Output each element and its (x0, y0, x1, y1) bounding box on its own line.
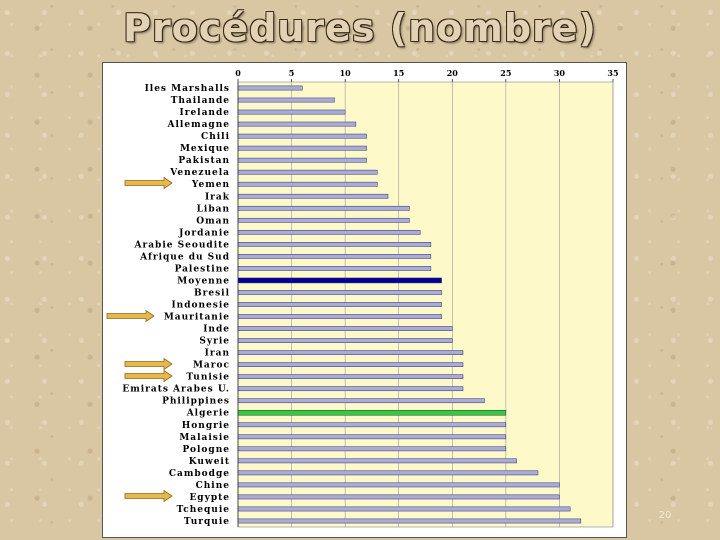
category-label: Yemen (191, 180, 230, 190)
x-tick-label: 5 (289, 68, 295, 78)
pointer-arrow-icon (124, 489, 173, 502)
bar (237, 409, 507, 416)
category-label: Pologne (182, 445, 230, 455)
x-tick-label: 10 (340, 68, 352, 78)
arrow-shape (124, 369, 173, 382)
category-label: Indonesie (171, 301, 230, 311)
bar (237, 362, 464, 367)
category-label: Irelande (180, 108, 231, 118)
bar (237, 193, 389, 199)
category-label: Afrique du Sud (139, 252, 230, 262)
x-tick-label: 35 (607, 68, 618, 78)
bar (237, 302, 442, 307)
bar (237, 326, 453, 331)
category-label: Malaisie (179, 433, 230, 443)
category-label: Iran (205, 349, 230, 359)
category-label: Cambodge (169, 469, 230, 479)
x-tick-label: 0 (235, 68, 241, 78)
slide-title: Procédures (nombre) (123, 6, 597, 50)
bar (237, 458, 517, 464)
bar (237, 470, 539, 476)
category-label: Chili (201, 132, 230, 142)
bar (237, 97, 335, 103)
bar (237, 338, 453, 343)
category-label: Mexique (180, 144, 230, 154)
category-label: Jordanie (178, 228, 230, 238)
bar (237, 205, 410, 211)
bar (237, 506, 571, 512)
category-label: Irak (205, 192, 230, 202)
bar (237, 518, 582, 524)
bar (237, 145, 367, 151)
page-number: 20 (658, 510, 672, 521)
category-label: Mauritanie (164, 313, 230, 323)
category-label: Kuweit (189, 457, 230, 467)
x-tick-label: 20 (447, 68, 459, 78)
category-label: Chine (196, 481, 230, 491)
bar (237, 254, 432, 259)
category-label: Philippines (162, 397, 230, 407)
x-tick-label: 30 (554, 68, 566, 78)
bar (237, 181, 378, 187)
category-label: Bresil (194, 288, 230, 298)
chart-frame: 0 5 10 15 20 25 30 35 Iles Marshalls Thailande Ire… (102, 62, 627, 538)
bar (237, 121, 357, 127)
bar (237, 290, 442, 295)
bar (237, 398, 485, 404)
bar (237, 374, 464, 380)
category-label: Emirats Arabes U. (122, 385, 230, 395)
pointer-arrow-icon (124, 177, 173, 190)
category-label: Venezuela (169, 168, 230, 178)
bar (237, 266, 432, 271)
bar (237, 494, 560, 500)
category-label: Liban (197, 204, 230, 214)
bar (237, 242, 432, 247)
category-label: Palestine (175, 264, 230, 274)
category-label: Tunisie (186, 373, 230, 383)
bar (237, 386, 464, 392)
bar (237, 85, 303, 91)
category-label: Maroc (193, 361, 230, 371)
category-label: Moyenne (177, 276, 230, 286)
bar (237, 314, 442, 319)
arrow-shape (124, 177, 173, 190)
pointer-arrow-icon (124, 357, 173, 370)
category-label: Thailande (171, 96, 230, 106)
category-label: Allemagne (167, 120, 230, 130)
bar-chart: 0 5 10 15 20 25 30 35 Iles Marshalls Thailande Ire… (122, 68, 619, 528)
bar (237, 157, 367, 163)
bar (237, 482, 560, 488)
bar (237, 109, 346, 115)
category-label: Turquie (184, 517, 230, 527)
arrow-shape (106, 309, 155, 322)
bar (237, 277, 442, 284)
x-tick-label: 25 (500, 68, 511, 78)
bar (237, 217, 410, 223)
category-label: Hongrie (182, 421, 230, 431)
category-label: Iles Marshalls (145, 84, 230, 94)
bar (237, 422, 507, 428)
category-label: Pakistan (178, 156, 230, 166)
category-label: Tchequie (177, 505, 230, 515)
bar (237, 350, 464, 355)
x-tick-label: 15 (393, 68, 404, 78)
category-label: Arabie Seoudite (134, 240, 231, 250)
arrow-shape (124, 357, 173, 370)
category-label: Egypte (189, 493, 230, 503)
bar (237, 169, 378, 175)
bar (237, 133, 367, 139)
bar (237, 434, 507, 440)
bar (237, 446, 507, 452)
category-label: Inde (203, 325, 230, 335)
bar (237, 229, 421, 235)
category-label: Syrie (199, 337, 230, 347)
category-label: Oman (196, 216, 230, 226)
pointer-arrow-icon (124, 369, 173, 382)
pointer-arrow-icon (106, 309, 155, 322)
category-label: Algerie (186, 409, 230, 419)
arrow-shape (124, 489, 173, 502)
